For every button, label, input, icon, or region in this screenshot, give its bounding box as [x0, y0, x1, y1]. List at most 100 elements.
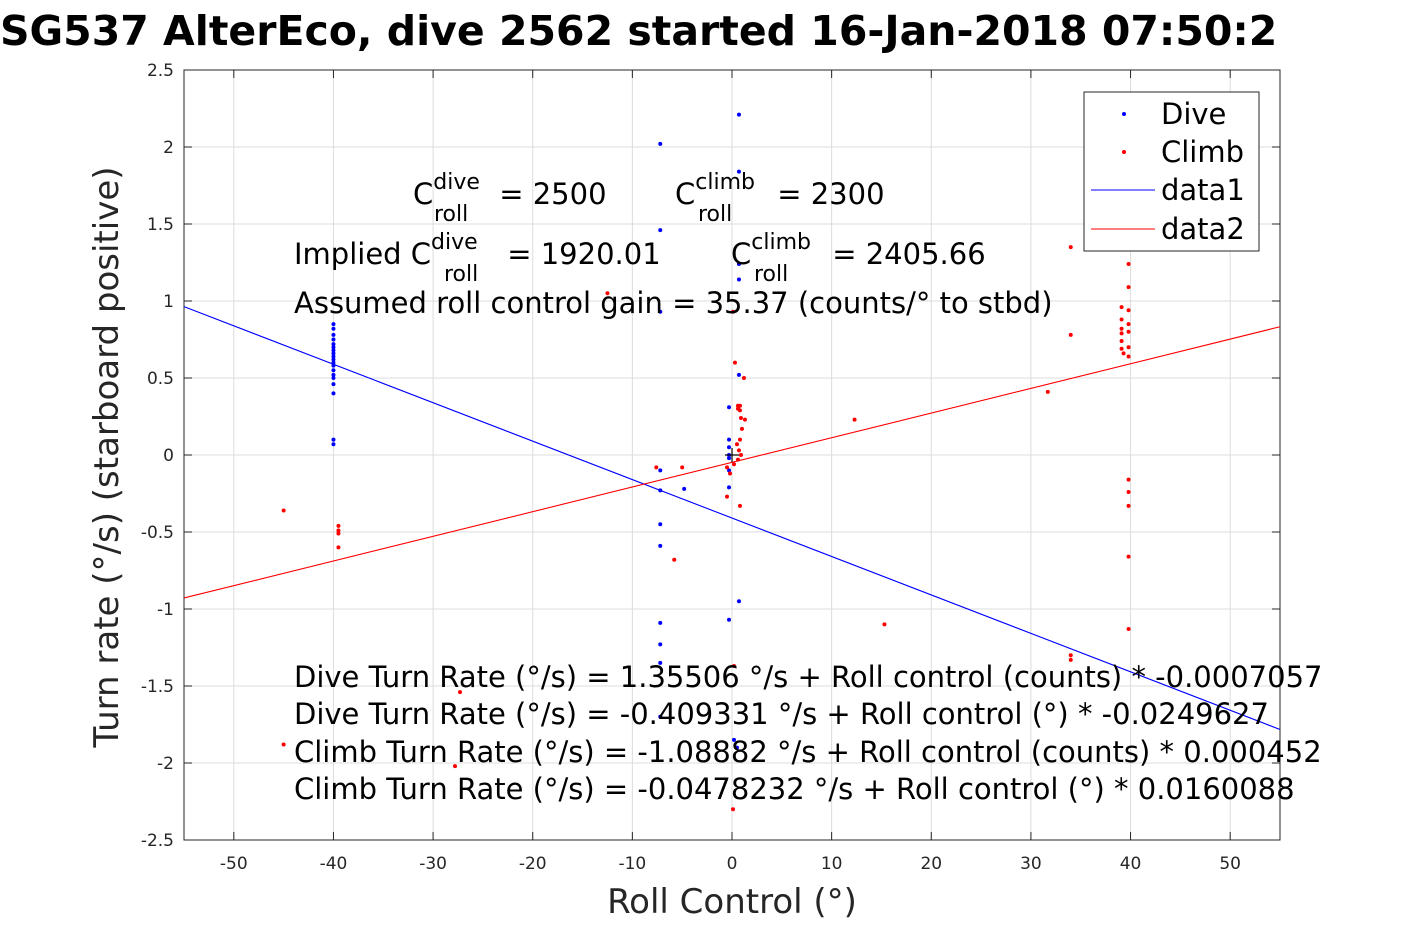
- climb-point: [731, 462, 736, 467]
- dive-point: [727, 456, 732, 461]
- equation-1: Dive Turn Rate (°/s) = 1.35506 °/s + Rol…: [294, 660, 1322, 694]
- y-tick-label: 2.5: [147, 61, 174, 81]
- climb-point: [741, 376, 746, 380]
- implied-dive-prefix: Implied C: [294, 237, 431, 271]
- x-axis-ticks: -50 -40 -30 -20 -10 0 10 20 30 40 50: [220, 70, 1241, 874]
- climb-point: [1126, 345, 1131, 350]
- fit-line-data2: [183, 326, 1281, 599]
- dive-point: [331, 437, 336, 442]
- climb-point: [732, 360, 737, 365]
- dive-point: [331, 345, 336, 350]
- dive-point: [658, 543, 663, 548]
- climb-point: [281, 508, 286, 513]
- climb-point: [457, 690, 462, 695]
- center-marker: [725, 448, 739, 462]
- climb-point: [654, 465, 659, 470]
- dive-point: [736, 262, 741, 267]
- dive-point: [331, 326, 336, 331]
- climb-point: [1068, 657, 1073, 662]
- c-climb-annotation: Cclimb roll = 2300: [675, 170, 885, 227]
- y-axis-ticks: -2.5 -2 -1.5 -1 -0.5 0 0.5 1 1.5 2 2.5: [141, 61, 1280, 851]
- climb-point: [336, 531, 341, 536]
- climb-point: [672, 557, 677, 562]
- climb-point: [1119, 339, 1124, 344]
- climb-point: [737, 503, 742, 508]
- equation-2: Dive Turn Rate (°/s) = -0.409331 °/s + R…: [294, 697, 1269, 731]
- annotations: Cdive roll = 2500 Cclimb roll = 2300 Impli…: [294, 170, 1322, 806]
- dive-point: [658, 309, 663, 314]
- dive-point: [727, 485, 732, 490]
- climb-point: [1126, 322, 1131, 327]
- climb-point: [731, 663, 736, 668]
- climb-point: [1126, 285, 1131, 290]
- dive-point: [727, 437, 732, 442]
- climb-point: [1119, 331, 1124, 336]
- climb-point: [453, 764, 458, 769]
- dive-point: [731, 737, 736, 742]
- x-tick-label: 20: [920, 854, 942, 874]
- dive-point: [331, 342, 336, 347]
- implied-climb-value: = 2405.66: [823, 237, 986, 271]
- c-climb-sub: roll: [698, 202, 732, 227]
- dive-point: [331, 322, 336, 327]
- implied-dive-sub: roll: [444, 262, 478, 287]
- x-tick-label: 0: [727, 854, 738, 874]
- c-dive-annotation: Cdive roll = 2500: [413, 170, 607, 227]
- climb-point: [739, 426, 744, 431]
- climb-point: [852, 417, 857, 422]
- implied-climb-annotation: Cclimb roll = 2405.66: [731, 230, 986, 287]
- legend-label-climb: Climb: [1161, 135, 1244, 169]
- dive-point: [658, 141, 663, 146]
- legend-marker-dive: [1122, 112, 1126, 116]
- implied-climb-sub: roll: [754, 262, 788, 287]
- climb-point: [1126, 489, 1131, 494]
- y-tick-label: 1.5: [147, 215, 174, 235]
- climb-point: [1045, 389, 1050, 394]
- y-tick-label: -2.5: [141, 831, 174, 851]
- x-tick-label: 10: [821, 854, 843, 874]
- climb-point: [730, 807, 735, 812]
- c-dive-label: C: [413, 177, 433, 211]
- dive-point: [658, 660, 663, 665]
- c-climb-sup: climb: [695, 170, 755, 195]
- climb-point: [882, 622, 887, 627]
- climb-point: [1068, 245, 1073, 250]
- dive-point: [736, 169, 741, 174]
- c-dive-value: = 2500: [490, 177, 607, 211]
- dive-point: [331, 363, 336, 368]
- chart-title: SG537 AlterEco, dive 2562 started 16-Jan…: [0, 7, 1277, 55]
- dive-point: [331, 382, 336, 387]
- climb-point: [737, 403, 742, 408]
- dive-point: [658, 714, 663, 719]
- dive-point: [658, 488, 663, 493]
- implied-dive-annotation: Implied Cdive roll = 1920.01: [294, 230, 661, 287]
- y-axis-label: Turn rate (°/s) (starboard positive): [87, 166, 127, 748]
- climb-point: [736, 448, 741, 453]
- dive-point: [727, 617, 732, 622]
- climb-point: [680, 465, 685, 470]
- dive-point: [331, 368, 336, 373]
- climb-point: [1119, 317, 1124, 322]
- dive-point: [658, 228, 663, 233]
- climb-point: [1126, 329, 1131, 334]
- climb-point: [725, 494, 730, 499]
- dive-point: [727, 468, 732, 473]
- y-tick-label: -1: [157, 600, 174, 620]
- climb-point: [738, 453, 743, 457]
- dive-point: [331, 332, 336, 337]
- dive-point: [331, 357, 336, 362]
- implied-climb-sup: climb: [751, 230, 811, 255]
- x-tick-label: 40: [1120, 854, 1142, 874]
- dive-point: [727, 405, 732, 410]
- x-tick-label: -10: [618, 854, 646, 874]
- x-tick-label: -30: [419, 854, 447, 874]
- dive-point: [658, 468, 663, 473]
- y-tick-label: -0.5: [141, 523, 174, 543]
- climb-point: [737, 408, 742, 413]
- y-tick-label: 0.5: [147, 369, 174, 389]
- gain-annotation: Assumed roll control gain = 35.37 (count…: [294, 286, 1053, 320]
- climb-point: [1126, 503, 1131, 508]
- equation-3: Climb Turn Rate (°/s) = -1.08882 °/s + R…: [294, 735, 1322, 769]
- equation-4: Climb Turn Rate (°/s) = -0.0478232 °/s +…: [294, 772, 1295, 806]
- dive-point: [331, 376, 336, 380]
